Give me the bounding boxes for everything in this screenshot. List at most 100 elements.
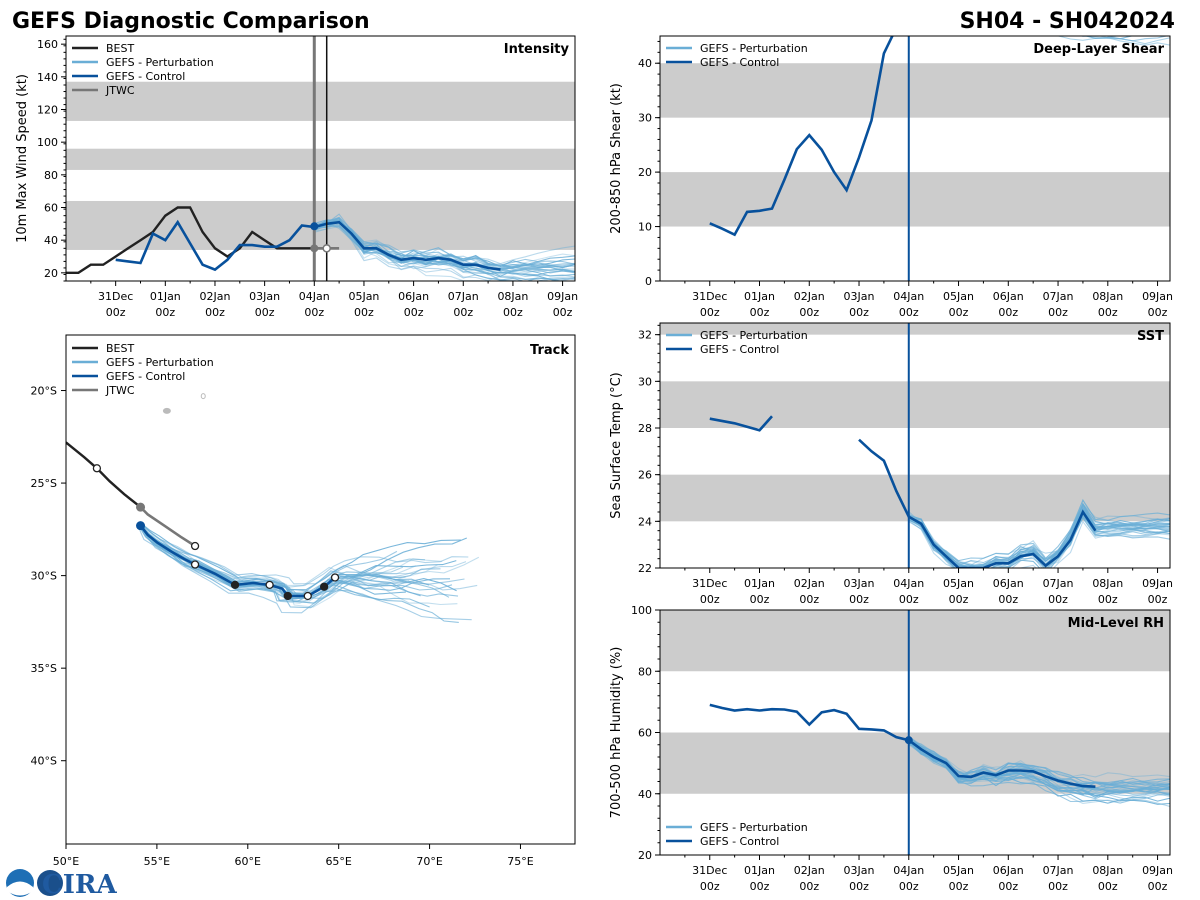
y-tick-label: 22 <box>638 562 652 575</box>
control-initial-point <box>310 222 319 231</box>
control-track-marker <box>283 591 292 601</box>
x-tick-date: 04Jan <box>893 864 924 877</box>
x-tick-hour: 00z <box>849 306 869 319</box>
x-tick-hour: 00z <box>799 880 819 893</box>
x-tick-date: 09Jan <box>547 290 578 303</box>
x-tick-hour: 00z <box>700 880 720 893</box>
y-tick-label: 32 <box>638 329 652 342</box>
perturbation-member-line <box>1084 36 1144 40</box>
y-tick-label: 40 <box>44 234 58 247</box>
threshold-band <box>660 63 1170 118</box>
legend-label: GEFS - Control <box>106 70 185 83</box>
perturbation-track-line <box>141 527 459 623</box>
control-initial-marker <box>136 521 146 531</box>
mauritius-island <box>200 393 206 400</box>
x-tick-hour: 00z <box>998 880 1018 893</box>
y-tick-label: 100 <box>37 136 58 149</box>
x-tick-date: 06Jan <box>993 290 1024 303</box>
x-tick-hour: 00z <box>700 306 720 319</box>
rh-panel: 20 40 60 80 100 31Dec 00z 01Jan 00z 02Jan 00z 03Jan… <box>609 604 1173 893</box>
plot-frame <box>65 35 576 282</box>
x-tick-hour: 00z <box>1098 306 1118 319</box>
x-tick-hour: 00z <box>750 306 770 319</box>
threshold-band <box>66 81 575 121</box>
lon-tick-label: 70°E <box>416 855 442 868</box>
perturbation-track-line <box>141 526 457 596</box>
x-tick-date: 31Dec <box>692 290 727 303</box>
x-tick-date: 31Dec <box>692 864 727 877</box>
lon-tick-label: 75°E <box>507 855 533 868</box>
x-tick-date: 03Jan <box>844 577 875 590</box>
y-tick-label: 10 <box>638 221 652 234</box>
x-tick-hour: 00z <box>1048 306 1068 319</box>
jtwc-initial-marker <box>136 502 146 512</box>
x-tick-hour: 00z <box>155 306 175 319</box>
x-tick-date: 31Dec <box>692 577 727 590</box>
jtwc-forecast-point <box>322 244 331 253</box>
legend-label: GEFS - Control <box>700 835 779 848</box>
x-tick-hour: 00z <box>1098 593 1118 606</box>
x-tick-date: 04Jan <box>299 290 330 303</box>
perturbation-member-line <box>908 514 1170 568</box>
x-tick-hour: 00z <box>1048 880 1068 893</box>
y-tick-label: 160 <box>37 38 58 51</box>
perturbation-track-line <box>138 527 472 621</box>
perturbation-track-line <box>140 523 469 588</box>
legend-label: GEFS - Perturbation <box>106 356 214 369</box>
x-tick-hour: 00z <box>949 880 969 893</box>
perturbation-track-line <box>141 523 421 597</box>
x-tick-hour: 00z <box>899 593 919 606</box>
y-tick-label: 26 <box>638 469 652 482</box>
x-tick-hour: 00z <box>205 306 225 319</box>
perturbation-member-line <box>908 738 1170 800</box>
x-tick-date: 05Jan <box>943 864 974 877</box>
x-tick-date: 06Jan <box>398 290 429 303</box>
x-tick-hour: 00z <box>1098 880 1118 893</box>
perturbation-track-line <box>140 522 461 591</box>
x-tick-date: 04Jan <box>893 577 924 590</box>
panel-title: Deep-Layer Shear <box>1033 42 1164 57</box>
x-tick-date: 01Jan <box>744 577 775 590</box>
y-tick-label: 20 <box>638 849 652 862</box>
y-tick-label: 40 <box>638 788 652 801</box>
y-axis-label: 700-500 hPa Humidity (%) <box>609 647 624 819</box>
control-track-marker <box>190 560 200 569</box>
legend-label: GEFS - Perturbation <box>700 42 808 55</box>
y-tick-label: 80 <box>638 665 652 678</box>
perturbation-member-line <box>908 736 1170 791</box>
perturbation-member-line <box>314 218 516 281</box>
track-panel: 50°E 55°E 60°E 65°E 70°E 75°E 20°S 25°S 30°S 35°S… <box>31 334 576 868</box>
y-tick-label: 140 <box>37 71 58 84</box>
cira-logo: CIRA <box>6 869 117 900</box>
lat-tick-label: 35°S <box>31 662 57 675</box>
perturbation-member-line <box>1079 36 1170 46</box>
series-line-gefs-control <box>709 415 773 432</box>
track-line-jtwc <box>139 506 196 548</box>
x-tick-hour: 00z <box>799 306 819 319</box>
series-line-gefs-control <box>858 438 1097 568</box>
x-tick-date: 08Jan <box>497 290 528 303</box>
shear-panel: 0 10 20 30 40 31Dec 00z 01Jan 00z 02Jan 00z 03Jan 00… <box>609 35 1173 319</box>
control-track-marker <box>265 580 274 590</box>
perturbation-track-line <box>142 524 407 585</box>
lat-tick-label: 40°S <box>31 755 57 768</box>
x-tick-date: 07Jan <box>1043 864 1074 877</box>
y-tick-label: 30 <box>638 112 652 125</box>
x-tick-date: 06Jan <box>993 577 1024 590</box>
threshold-band <box>660 381 1170 428</box>
x-tick-date: 03Jan <box>844 290 875 303</box>
series-line-gefs-control <box>115 219 501 272</box>
plot-frame <box>65 334 576 845</box>
storm-id: SH04 - SH042024 <box>960 9 1175 34</box>
jtwc-initial-point <box>310 244 319 253</box>
x-tick-hour: 00z <box>799 593 819 606</box>
y-tick-label: 60 <box>44 202 58 215</box>
legend-label: GEFS - Control <box>700 56 779 69</box>
y-tick-label: 28 <box>638 422 652 435</box>
perturbation-member-line <box>314 222 575 269</box>
